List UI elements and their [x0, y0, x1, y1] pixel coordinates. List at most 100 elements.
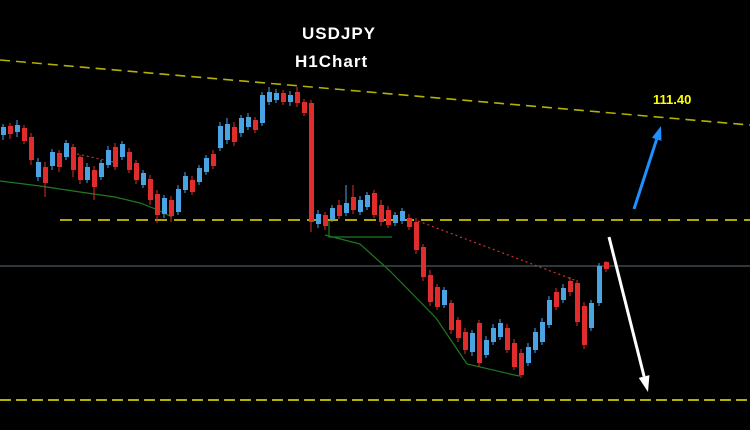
candle-body [323, 215, 328, 226]
candle [43, 162, 48, 197]
candle [540, 318, 545, 345]
candle-body [344, 203, 349, 213]
candle [113, 143, 118, 170]
candle-body [267, 92, 272, 102]
candle [575, 280, 580, 326]
candle [393, 212, 398, 226]
green-step-line[interactable] [328, 221, 392, 238]
candle [498, 319, 503, 340]
candle-body [218, 126, 223, 148]
candle-body [540, 322, 545, 342]
candle [316, 210, 321, 228]
candle [561, 284, 566, 303]
candle-body [106, 150, 111, 165]
candle [456, 317, 461, 342]
candle-body [141, 173, 146, 185]
candle-body [281, 93, 286, 102]
candle-body [169, 200, 174, 216]
candle [50, 149, 55, 170]
candle [386, 206, 391, 228]
candle [477, 320, 482, 367]
candle-body [190, 180, 195, 192]
candle-body [64, 143, 69, 157]
candle-body [71, 147, 76, 170]
candle [134, 160, 139, 184]
candle [414, 218, 419, 254]
bullish-projection-arrow[interactable] [632, 126, 662, 210]
candle-body [505, 328, 510, 350]
candle [169, 196, 174, 222]
candle-body [309, 103, 314, 222]
candle [407, 214, 412, 230]
candle [64, 140, 69, 160]
green-curve-left[interactable] [0, 180, 173, 218]
candle [162, 195, 167, 218]
candle-body [36, 162, 41, 177]
upper-descending-trendline[interactable] [0, 59, 750, 126]
candle [1, 124, 6, 140]
candle-body [50, 152, 55, 166]
candle-body [302, 102, 307, 113]
candle-body [351, 197, 356, 210]
candle [351, 185, 356, 214]
candle [337, 200, 342, 219]
chart-symbol-title: USDJPY [302, 24, 377, 43]
candle [148, 175, 153, 205]
candle [246, 113, 251, 130]
candle [554, 288, 559, 310]
candle-body [316, 214, 321, 224]
candle [372, 190, 377, 218]
candle-body [372, 193, 377, 215]
candle-body [393, 215, 398, 223]
candle [260, 92, 265, 126]
red-dotted-segment-right[interactable] [417, 220, 578, 282]
candle [505, 324, 510, 353]
candle [491, 324, 496, 345]
candle [365, 192, 370, 210]
candle [183, 172, 188, 193]
candle-body [225, 124, 230, 140]
candle-body [57, 153, 62, 167]
candle-body [260, 95, 265, 123]
candle-body [484, 340, 489, 355]
candle-body [604, 262, 609, 269]
red-dotted-segment-left[interactable] [76, 153, 119, 164]
candle [204, 155, 209, 175]
candle [421, 244, 426, 281]
candle [533, 328, 538, 353]
candle-body [134, 163, 139, 180]
candle-body [176, 189, 181, 212]
candle-body [1, 127, 6, 135]
candle [218, 122, 223, 151]
candle-body [456, 320, 461, 338]
green-curve-down[interactable] [324, 234, 524, 377]
candle-body [519, 353, 524, 375]
candle [379, 200, 384, 226]
candle [99, 160, 104, 180]
candle-body [449, 303, 454, 330]
candle-body [554, 292, 559, 307]
candle-body [428, 275, 433, 302]
candle-body [99, 163, 104, 177]
candle [323, 212, 328, 230]
candle [190, 176, 195, 195]
bearish-projection-arrow-shaft [607, 236, 646, 377]
candle [120, 141, 125, 160]
candle [85, 163, 90, 183]
candle-body [400, 211, 405, 221]
candle [197, 165, 202, 185]
candle [309, 100, 314, 232]
candle [428, 270, 433, 306]
candle [57, 150, 62, 172]
bearish-projection-arrow[interactable] [607, 236, 650, 392]
candle-body [204, 158, 209, 172]
candle-body [211, 154, 216, 166]
candle-body [477, 323, 482, 363]
candle-body [8, 126, 13, 134]
candle [526, 343, 531, 366]
candle-body [288, 95, 293, 102]
candle [582, 302, 587, 349]
candle-body [232, 127, 237, 142]
candle [176, 185, 181, 215]
